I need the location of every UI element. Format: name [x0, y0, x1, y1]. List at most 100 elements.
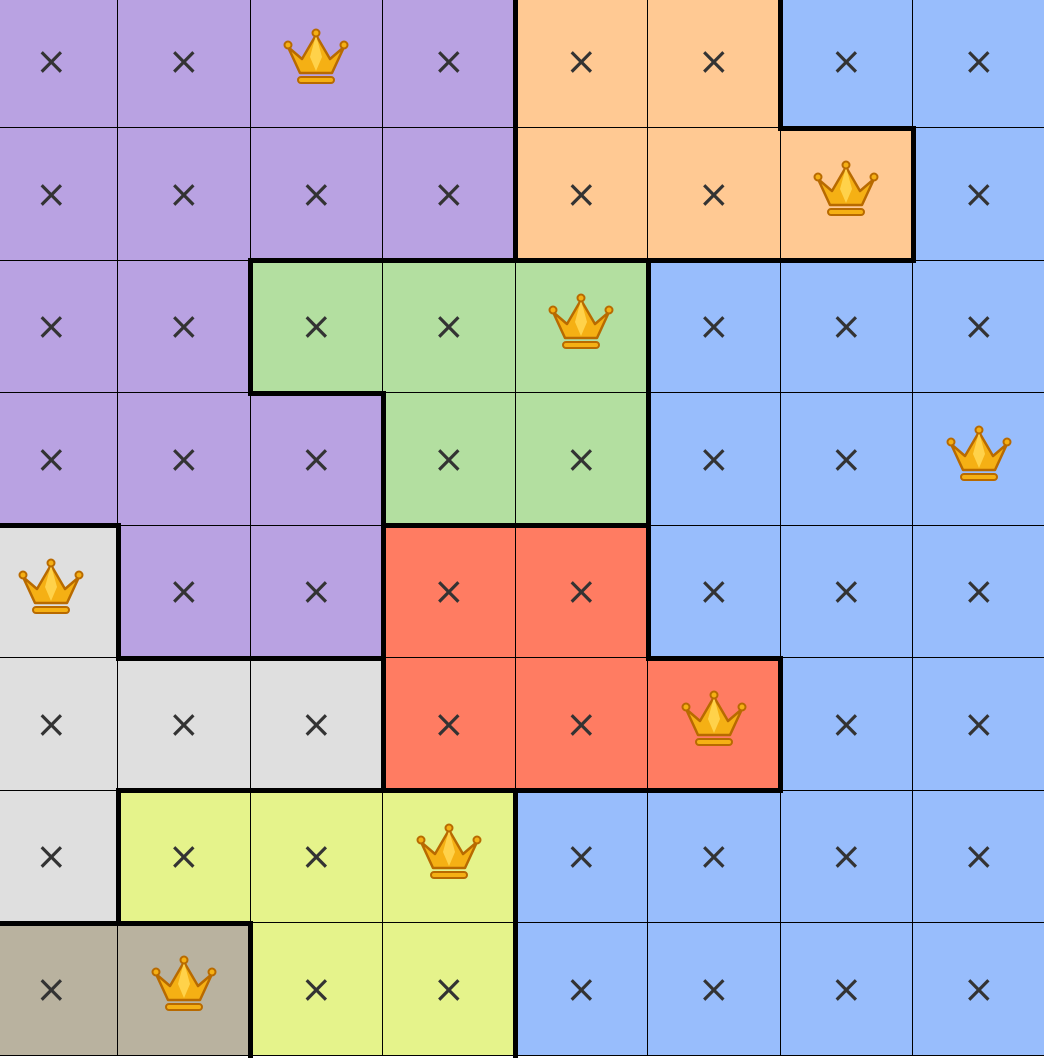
region-border [248, 921, 253, 1058]
cell-marked-x[interactable]: × [0, 393, 118, 526]
x-mark: × [830, 705, 862, 743]
cell-marked-x[interactable]: × [383, 923, 516, 1056]
cell-marked-x[interactable]: × [516, 0, 649, 128]
cell-marked-x[interactable]: × [118, 791, 251, 924]
cell-marked-x[interactable]: × [383, 526, 516, 659]
cell-marked-x[interactable]: × [913, 128, 1044, 261]
region-border [513, 921, 518, 1058]
cell-marked-x[interactable]: × [0, 0, 118, 128]
cell-marked-x[interactable]: × [781, 923, 914, 1056]
cell-marked-x[interactable]: × [913, 261, 1044, 394]
cell-marked-x[interactable]: × [516, 393, 649, 526]
cell-queen[interactable] [118, 923, 251, 1056]
cell-marked-x[interactable]: × [781, 261, 914, 394]
cell-marked-x[interactable]: × [0, 128, 118, 261]
x-mark: × [565, 440, 597, 478]
region-border [646, 258, 651, 396]
region-border [778, 656, 783, 794]
cell-marked-x[interactable]: × [118, 658, 251, 791]
cell-marked-x[interactable]: × [781, 0, 914, 128]
region-border [646, 788, 784, 793]
cell-marked-x[interactable]: × [383, 0, 516, 128]
x-mark: × [35, 307, 67, 345]
region-border [513, 788, 651, 793]
cell-queen[interactable] [516, 261, 649, 394]
cell-marked-x[interactable]: × [251, 261, 384, 394]
crown-icon [810, 159, 882, 228]
x-mark: × [698, 307, 730, 345]
cell-marked-x[interactable]: × [0, 658, 118, 791]
cell-marked-x[interactable]: × [516, 923, 649, 1056]
cell-marked-x[interactable]: × [913, 658, 1044, 791]
cell-marked-x[interactable]: × [0, 923, 118, 1056]
cell-marked-x[interactable]: × [118, 526, 251, 659]
x-mark: × [830, 837, 862, 875]
x-mark: × [300, 970, 332, 1008]
cell-marked-x[interactable]: × [251, 923, 384, 1056]
x-mark: × [698, 42, 730, 80]
cell-marked-x[interactable]: × [781, 791, 914, 924]
x-mark: × [963, 42, 995, 80]
cell-marked-x[interactable]: × [913, 791, 1044, 924]
cell-marked-x[interactable]: × [383, 393, 516, 526]
cell-marked-x[interactable]: × [913, 526, 1044, 659]
region-border [513, 788, 518, 926]
cell-marked-x[interactable]: × [0, 791, 118, 924]
cell-marked-x[interactable]: × [118, 393, 251, 526]
region-border [778, 126, 916, 131]
region-border [513, 523, 651, 528]
cell-marked-x[interactable]: × [648, 791, 781, 924]
cell-marked-x[interactable]: × [0, 261, 118, 394]
cell-marked-x[interactable]: × [781, 393, 914, 526]
cell-marked-x[interactable]: × [383, 658, 516, 791]
cell-marked-x[interactable]: × [516, 128, 649, 261]
cell-queen[interactable] [648, 658, 781, 791]
x-mark: × [300, 837, 332, 875]
x-mark: × [698, 970, 730, 1008]
cell-marked-x[interactable]: × [648, 393, 781, 526]
cell-marked-x[interactable]: × [251, 658, 384, 791]
cell-queen[interactable] [0, 526, 118, 659]
cell-marked-x[interactable]: × [118, 128, 251, 261]
cell-marked-x[interactable]: × [648, 923, 781, 1056]
cell-marked-x[interactable]: × [648, 526, 781, 659]
cell-marked-x[interactable]: × [648, 128, 781, 261]
cell-queen[interactable] [913, 393, 1044, 526]
region-border [248, 656, 386, 661]
cell-marked-x[interactable]: × [913, 923, 1044, 1056]
x-mark: × [698, 837, 730, 875]
cell-queen[interactable] [781, 128, 914, 261]
cell-marked-x[interactable]: × [781, 526, 914, 659]
region-border [911, 126, 916, 264]
cell-marked-x[interactable]: × [383, 128, 516, 261]
x-mark: × [168, 307, 200, 345]
x-mark: × [35, 175, 67, 213]
x-mark: × [300, 307, 332, 345]
cell-marked-x[interactable]: × [516, 526, 649, 659]
x-mark: × [168, 705, 200, 743]
cell-marked-x[interactable]: × [118, 0, 251, 128]
cell-marked-x[interactable]: × [251, 526, 384, 659]
cell-queen[interactable] [383, 791, 516, 924]
cell-marked-x[interactable]: × [251, 791, 384, 924]
cell-marked-x[interactable]: × [516, 658, 649, 791]
x-mark: × [168, 837, 200, 875]
cell-marked-x[interactable]: × [648, 261, 781, 394]
region-border [646, 258, 784, 263]
cell-marked-x[interactable]: × [781, 658, 914, 791]
cell-queen[interactable] [251, 0, 384, 128]
region-border [0, 523, 121, 528]
cell-marked-x[interactable]: × [118, 261, 251, 394]
x-mark: × [565, 42, 597, 80]
region-border [381, 523, 386, 661]
cell-marked-x[interactable]: × [251, 393, 384, 526]
x-mark: × [300, 705, 332, 743]
x-mark: × [35, 440, 67, 478]
region-border [513, 126, 518, 264]
region-border [248, 391, 386, 396]
cell-marked-x[interactable]: × [383, 261, 516, 394]
cell-marked-x[interactable]: × [913, 0, 1044, 128]
cell-marked-x[interactable]: × [516, 791, 649, 924]
cell-marked-x[interactable]: × [251, 128, 384, 261]
cell-marked-x[interactable]: × [648, 0, 781, 128]
